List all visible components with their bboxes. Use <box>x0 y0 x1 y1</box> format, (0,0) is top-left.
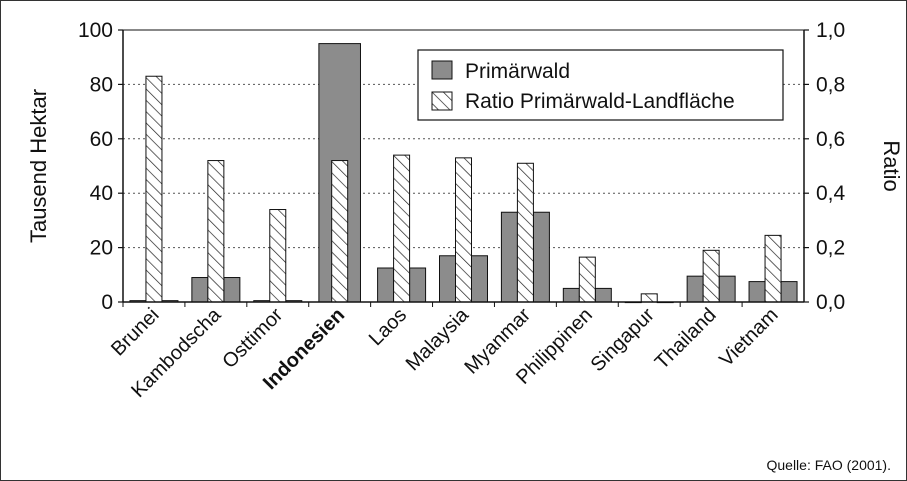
left-tick-label: 80 <box>90 73 113 96</box>
bar-ratio-myanmar <box>516 162 534 303</box>
right-tick-labels: 0,0 0,2 0,4 0,6 0,8 1,0 <box>804 19 846 314</box>
bar-primaerwald-kambodscha <box>223 277 241 303</box>
left-tick-label: 40 <box>90 182 113 205</box>
category-label-laos: Laos <box>365 304 411 350</box>
legend-box <box>417 49 784 121</box>
right-tick-label: 0,4 <box>816 182 846 205</box>
bar-primaerwald-laos <box>377 267 395 303</box>
left-tick-label: 20 <box>90 237 113 260</box>
category-label-brunei: Brunei <box>107 304 163 360</box>
left-tick-label: 100 <box>78 19 113 42</box>
bar-ratio-brunei <box>145 75 163 303</box>
bar-primaerwald-laos <box>409 267 427 303</box>
bar-primaerwald-malaysia <box>471 255 488 303</box>
bar-primaerwald-malaysia <box>439 255 456 303</box>
bar-primaerwald-philippinen <box>594 287 612 303</box>
legend-swatch-ratio <box>431 91 453 111</box>
bar-ratio-thailand <box>702 249 720 303</box>
bar-ratio-philippinen <box>578 256 596 303</box>
bar-ratio-malaysia <box>455 157 472 303</box>
bar-ratio-vietnam <box>764 234 782 303</box>
right-tick-label: 0,2 <box>816 237 845 260</box>
bar-primaerwald-vietnam <box>780 281 798 303</box>
bar-primaerwald-philippinen <box>562 287 580 303</box>
left-tick-label: 0 <box>101 291 113 314</box>
category-label-vietnam: Vietnam <box>715 304 782 371</box>
right-tick-label: 0,6 <box>816 128 845 151</box>
bar-primaerwald-thailand <box>686 275 704 303</box>
axes <box>122 29 805 303</box>
bar-primaerwald-thailand <box>718 275 736 303</box>
category-label-singapur: Singapur <box>587 304 659 376</box>
bar-primaerwald-myanmar <box>532 211 550 303</box>
bar-primaerwald-vietnam <box>748 281 766 303</box>
category-label-thailand: Thailand <box>651 304 721 374</box>
bar-primaerwald-kambodscha <box>191 277 209 303</box>
bar-primaerwald-myanmar <box>500 211 518 303</box>
bar-ratio-osttimor <box>269 209 287 303</box>
bar-ratio-laos <box>393 154 411 303</box>
legend-label-primaerwald: Primärwald <box>465 60 570 83</box>
right-tick-label: 0,0 <box>816 291 845 314</box>
source-note: Quelle: FAO (2001). <box>766 457 891 473</box>
legend-swatch-primaerwald <box>431 60 453 80</box>
right-tick-label: 0,8 <box>816 73 845 96</box>
bar-ratio-kambodscha <box>207 160 225 303</box>
bar-ratio-indonesien <box>331 160 349 303</box>
right-tick-label: 1,0 <box>816 19 845 42</box>
legend-label-ratio: Ratio Primärwald-Landfläche <box>465 90 735 113</box>
bar-ratio-singapur <box>640 293 658 303</box>
y-axis-title: Tausend Hektar <box>26 89 51 243</box>
y2-axis-title: Ratio <box>879 140 904 191</box>
left-tick-labels: 0 20 40 60 80 100 <box>78 19 123 314</box>
legend: Primärwald Ratio Primärwald-Landfläche <box>417 49 784 121</box>
left-tick-label: 60 <box>90 128 113 151</box>
bars <box>122 43 798 307</box>
